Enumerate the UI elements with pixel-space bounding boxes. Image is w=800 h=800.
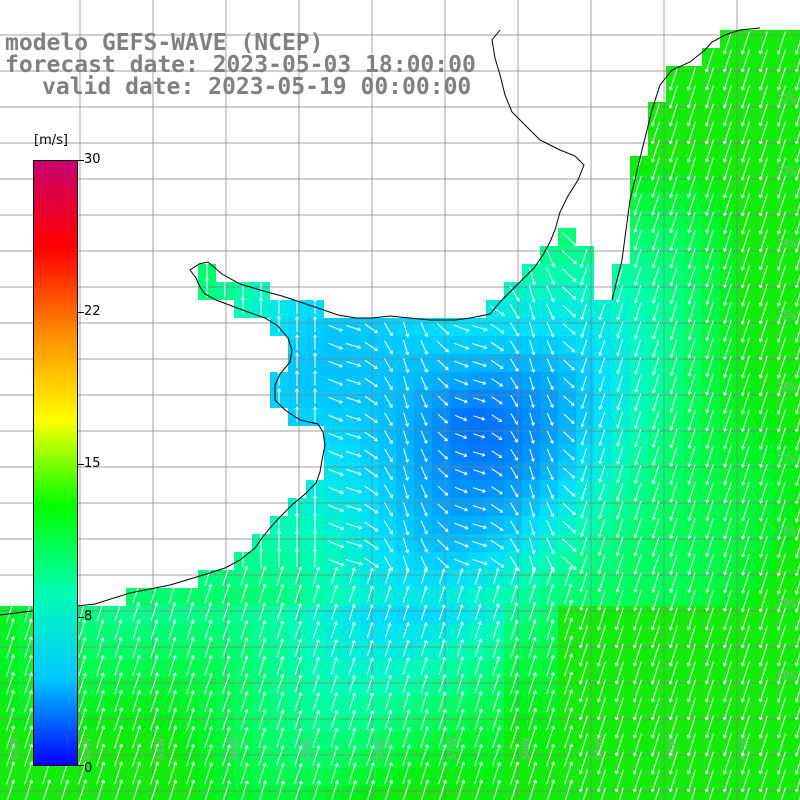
lat-label: 35S [777,310,796,321]
wind-speed-cell [288,786,306,800]
wind-speed-cell [738,786,756,800]
wind-speed-cell [126,786,144,800]
lon-label: 54W [667,737,678,760]
wind-speed-cell [702,786,720,800]
colorbar-tick-15: 15 [84,457,101,470]
colorbar-tick-8: 8 [84,610,92,623]
wind-speed-cell [630,786,648,800]
lon-label: 57W [448,737,459,760]
wind-speed-cell [198,786,216,800]
lon-label: 59W [302,737,313,760]
lon-label: 61W [156,737,167,760]
wind-speed-cell [0,786,18,800]
wind-speed-cell [792,786,800,800]
wind-speed-cell [720,786,738,800]
wind-speed-cell [612,786,630,800]
lat-label: 36S [777,382,796,393]
wind-speed-cell [414,786,432,800]
lat-label: 32S [777,94,796,105]
wind-speed-cell [558,786,576,800]
wind-speed-cell [54,786,72,800]
colorbar-tickmark [78,160,84,161]
wind-speed-cell [108,786,126,800]
wind-speed-cell [162,786,180,800]
colorbar-unit-label: [m/s] [34,133,68,148]
wind-speed-cell [450,786,468,800]
wind-speed-cell [72,786,90,800]
wind-speed-cell [522,786,540,800]
colorbar-tick-22: 22 [84,305,101,318]
lon-label: 53W [740,737,751,760]
wind-speed-cell [270,786,288,800]
wind-speed-cell [18,786,36,800]
wind-speed-cell [594,786,612,800]
colorbar-tickmark [78,765,84,766]
wind-speed-cell [774,786,792,800]
wind-speed-cell [504,786,522,800]
wind-speed-cell [396,786,414,800]
lat-label: 37S [777,454,796,465]
wind-speed-cell [180,786,198,800]
lat-label: 40S [777,670,796,681]
colorbar-tickmark [78,312,84,313]
wind-speed-cell [306,786,324,800]
lat-label: 33S [777,166,796,177]
wind-speed-cell [540,786,558,800]
wind-speed-cell [666,786,684,800]
wind-speed-cell [90,786,108,800]
wind-speed-cell [468,786,486,800]
lon-label: 58W [375,737,386,760]
wind-speed-cell [684,786,702,800]
wind-speed-cells [0,30,800,800]
wind-speed-cell [648,786,666,800]
lat-label: 39S [777,598,796,609]
wind-speed-cell [360,786,378,800]
lon-label: 56W [521,737,532,760]
wind-speed-cell [234,786,252,800]
wind-speed-cell [216,786,234,800]
wind-speed-cell [342,786,360,800]
lat-label: 38S [777,526,796,537]
lon-label: 55W [594,737,605,760]
wind-speed-cell [324,786,342,800]
colorbar-tick-30: 30 [84,153,101,166]
valid-date: valid date: 2023-05-19 00:00:00 [42,75,471,99]
lon-label: 60W [229,737,240,760]
colorbar-tickmark [78,464,84,465]
wind-speed-cell [36,786,54,800]
lon-label: 62W [83,737,94,760]
lon-label: 63W [10,737,21,760]
wind-speed-cell [486,786,504,800]
colorbar [33,160,78,766]
wind-speed-cell [432,786,450,800]
lat-label: 34S [777,238,796,249]
wind-speed-cell [756,786,774,800]
wind-speed-cell [252,786,270,800]
colorbar-tickmark [78,617,84,618]
wind-speed-cell [378,786,396,800]
colorbar-tick-0: 0 [84,762,92,775]
